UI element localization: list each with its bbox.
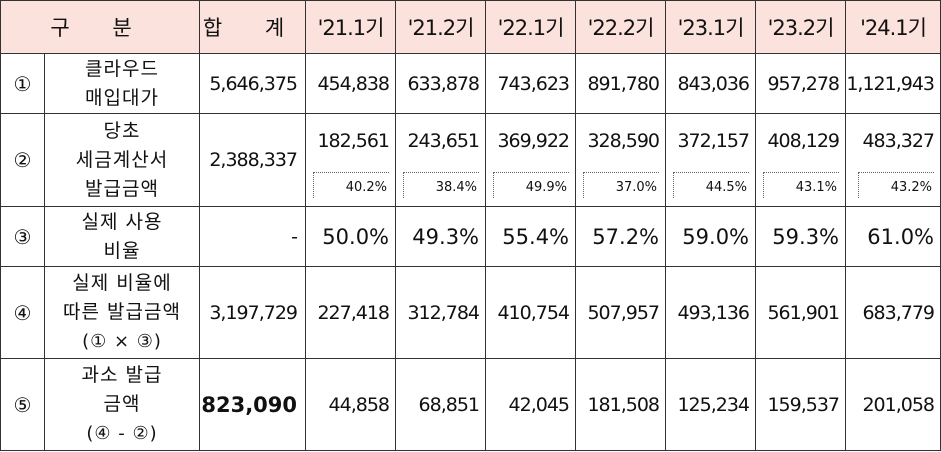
- table-cell: 125,234: [665, 358, 757, 451]
- cell-value: 408,129: [767, 130, 840, 152]
- row-mark: ④: [0, 266, 45, 359]
- table-cell: 61.0%: [845, 206, 941, 267]
- row-mark: ①: [0, 53, 45, 114]
- ratio-box: 37.0%: [583, 172, 660, 198]
- row-label-line: 클라우드: [85, 57, 159, 80]
- table-cell: 743,623: [485, 53, 577, 114]
- header-period: '23.1기: [665, 0, 757, 54]
- table-cell: 372,157 44.5%: [665, 113, 757, 207]
- row-total: 5,646,375: [199, 53, 307, 114]
- table-cell: 201,058: [845, 358, 941, 451]
- table-cell: 957,278: [755, 53, 847, 114]
- table-cell: 181,508: [575, 358, 667, 451]
- cell-value: 243,651: [407, 130, 480, 152]
- ratio-box: 38.4%: [403, 172, 480, 198]
- table-cell: 59.3%: [755, 206, 847, 267]
- table-cell: 561,901: [755, 266, 847, 359]
- header-period: '21.2기: [395, 0, 487, 54]
- row-label-line: 당초: [103, 119, 141, 142]
- row-label-line: 실제 비율에: [72, 272, 172, 294]
- table-cell: 483,327 43.2%: [845, 113, 941, 207]
- table-cell: 1,121,943: [845, 53, 941, 114]
- ratio-box: 40.2%: [313, 172, 390, 198]
- table-cell: 410,754: [485, 266, 577, 359]
- table-row: ⑤ 과소 발급 금액 (④ - ②) 823,090 44,858 68,851…: [0, 358, 941, 451]
- table-cell: 50.0%: [305, 206, 397, 267]
- row-label-line: 과소 발급: [81, 364, 163, 386]
- row-label-line: 매입대가: [85, 86, 159, 109]
- header-category: 구 분: [0, 0, 201, 54]
- table-cell: 312,784: [395, 266, 487, 359]
- table-cell: 57.2%: [575, 206, 667, 267]
- table-cell: 843,036: [665, 53, 757, 114]
- row-label-line: (④ - ②): [86, 423, 158, 444]
- table-row: ④ 실제 비율에 따른 발급금액 (① × ③) 3,197,729 227,4…: [0, 266, 941, 359]
- header-period: '23.2기: [755, 0, 847, 54]
- table-cell: 369,922 49.9%: [485, 113, 577, 207]
- row-label-line: 실제 사용: [81, 210, 163, 233]
- row-mark: ⑤: [0, 358, 45, 451]
- table-cell: 454,838: [305, 53, 397, 114]
- table-cell: 633,878: [395, 53, 487, 114]
- table-cell: 243,651 38.4%: [395, 113, 487, 207]
- row-total: 823,090: [199, 358, 307, 451]
- ratio-box: 43.1%: [763, 172, 840, 198]
- table-cell: 507,957: [575, 266, 667, 359]
- table-row: ② 당초 세금계산서 발급금액 2,388,337 182,561 40.2% 2…: [0, 113, 941, 207]
- header-period: '22.1기: [485, 0, 577, 54]
- row-label-line: 금액: [103, 393, 141, 415]
- row-label: 실제 비율에 따른 발급금액 (① × ③): [43, 266, 201, 359]
- cell-value: 328,590: [587, 130, 660, 152]
- row-label: 당초 세금계산서 발급금액: [43, 113, 201, 207]
- table-cell: 891,780: [575, 53, 667, 114]
- cell-value: 372,157: [677, 130, 750, 152]
- cell-value: 483,327: [862, 130, 935, 152]
- row-label-line: 세금계산서: [75, 148, 169, 171]
- row-label-line: 비율: [103, 239, 141, 262]
- row-mark: ②: [0, 113, 45, 207]
- cell-value: 182,561: [317, 130, 390, 152]
- header-period: '22.2기: [575, 0, 667, 54]
- header-period: '24.1기: [845, 0, 941, 54]
- row-label-line: (① × ③): [82, 331, 162, 352]
- table-cell: 493,136: [665, 266, 757, 359]
- table-cell: 55.4%: [485, 206, 577, 267]
- table-row: ① 클라우드 매입대가 5,646,375 454,838 633,878 74…: [0, 53, 941, 114]
- table-cell: 68,851: [395, 358, 487, 451]
- table-cell: 49.3%: [395, 206, 487, 267]
- table-cell: 44,858: [305, 358, 397, 451]
- row-total: 3,197,729: [199, 266, 307, 359]
- cell-value: 369,922: [497, 130, 570, 152]
- table-cell: 683,779: [845, 266, 941, 359]
- ratio-box: 44.5%: [673, 172, 750, 198]
- ratio-box: 49.9%: [493, 172, 570, 198]
- table-cell: 408,129 43.1%: [755, 113, 847, 207]
- table-cell: 159,537: [755, 358, 847, 451]
- row-total: -: [199, 206, 307, 267]
- row-label-line: 따른 발급금액: [63, 301, 181, 323]
- header-row: 구 분 합 계 '21.1기 '21.2기 '22.1기 '22.2기 '23.…: [0, 0, 941, 54]
- row-label-line: 발급금액: [85, 177, 159, 200]
- header-total: 합 계: [199, 0, 307, 54]
- row-total: 2,388,337: [199, 113, 307, 207]
- row-label: 클라우드 매입대가: [43, 53, 201, 114]
- table-cell: 227,418: [305, 266, 397, 359]
- table-cell: 328,590 37.0%: [575, 113, 667, 207]
- table-cell: 42,045: [485, 358, 577, 451]
- row-label: 실제 사용 비율: [43, 206, 201, 267]
- row-label: 과소 발급 금액 (④ - ②): [43, 358, 201, 451]
- ratio-box: 43.2%: [858, 172, 935, 198]
- table-cell: 59.0%: [665, 206, 757, 267]
- table-cell: 182,561 40.2%: [305, 113, 397, 207]
- table-row: ③ 실제 사용 비율 - 50.0% 49.3% 55.4% 57.2% 59.…: [0, 206, 941, 267]
- header-period: '21.1기: [305, 0, 397, 54]
- row-mark: ③: [0, 206, 45, 267]
